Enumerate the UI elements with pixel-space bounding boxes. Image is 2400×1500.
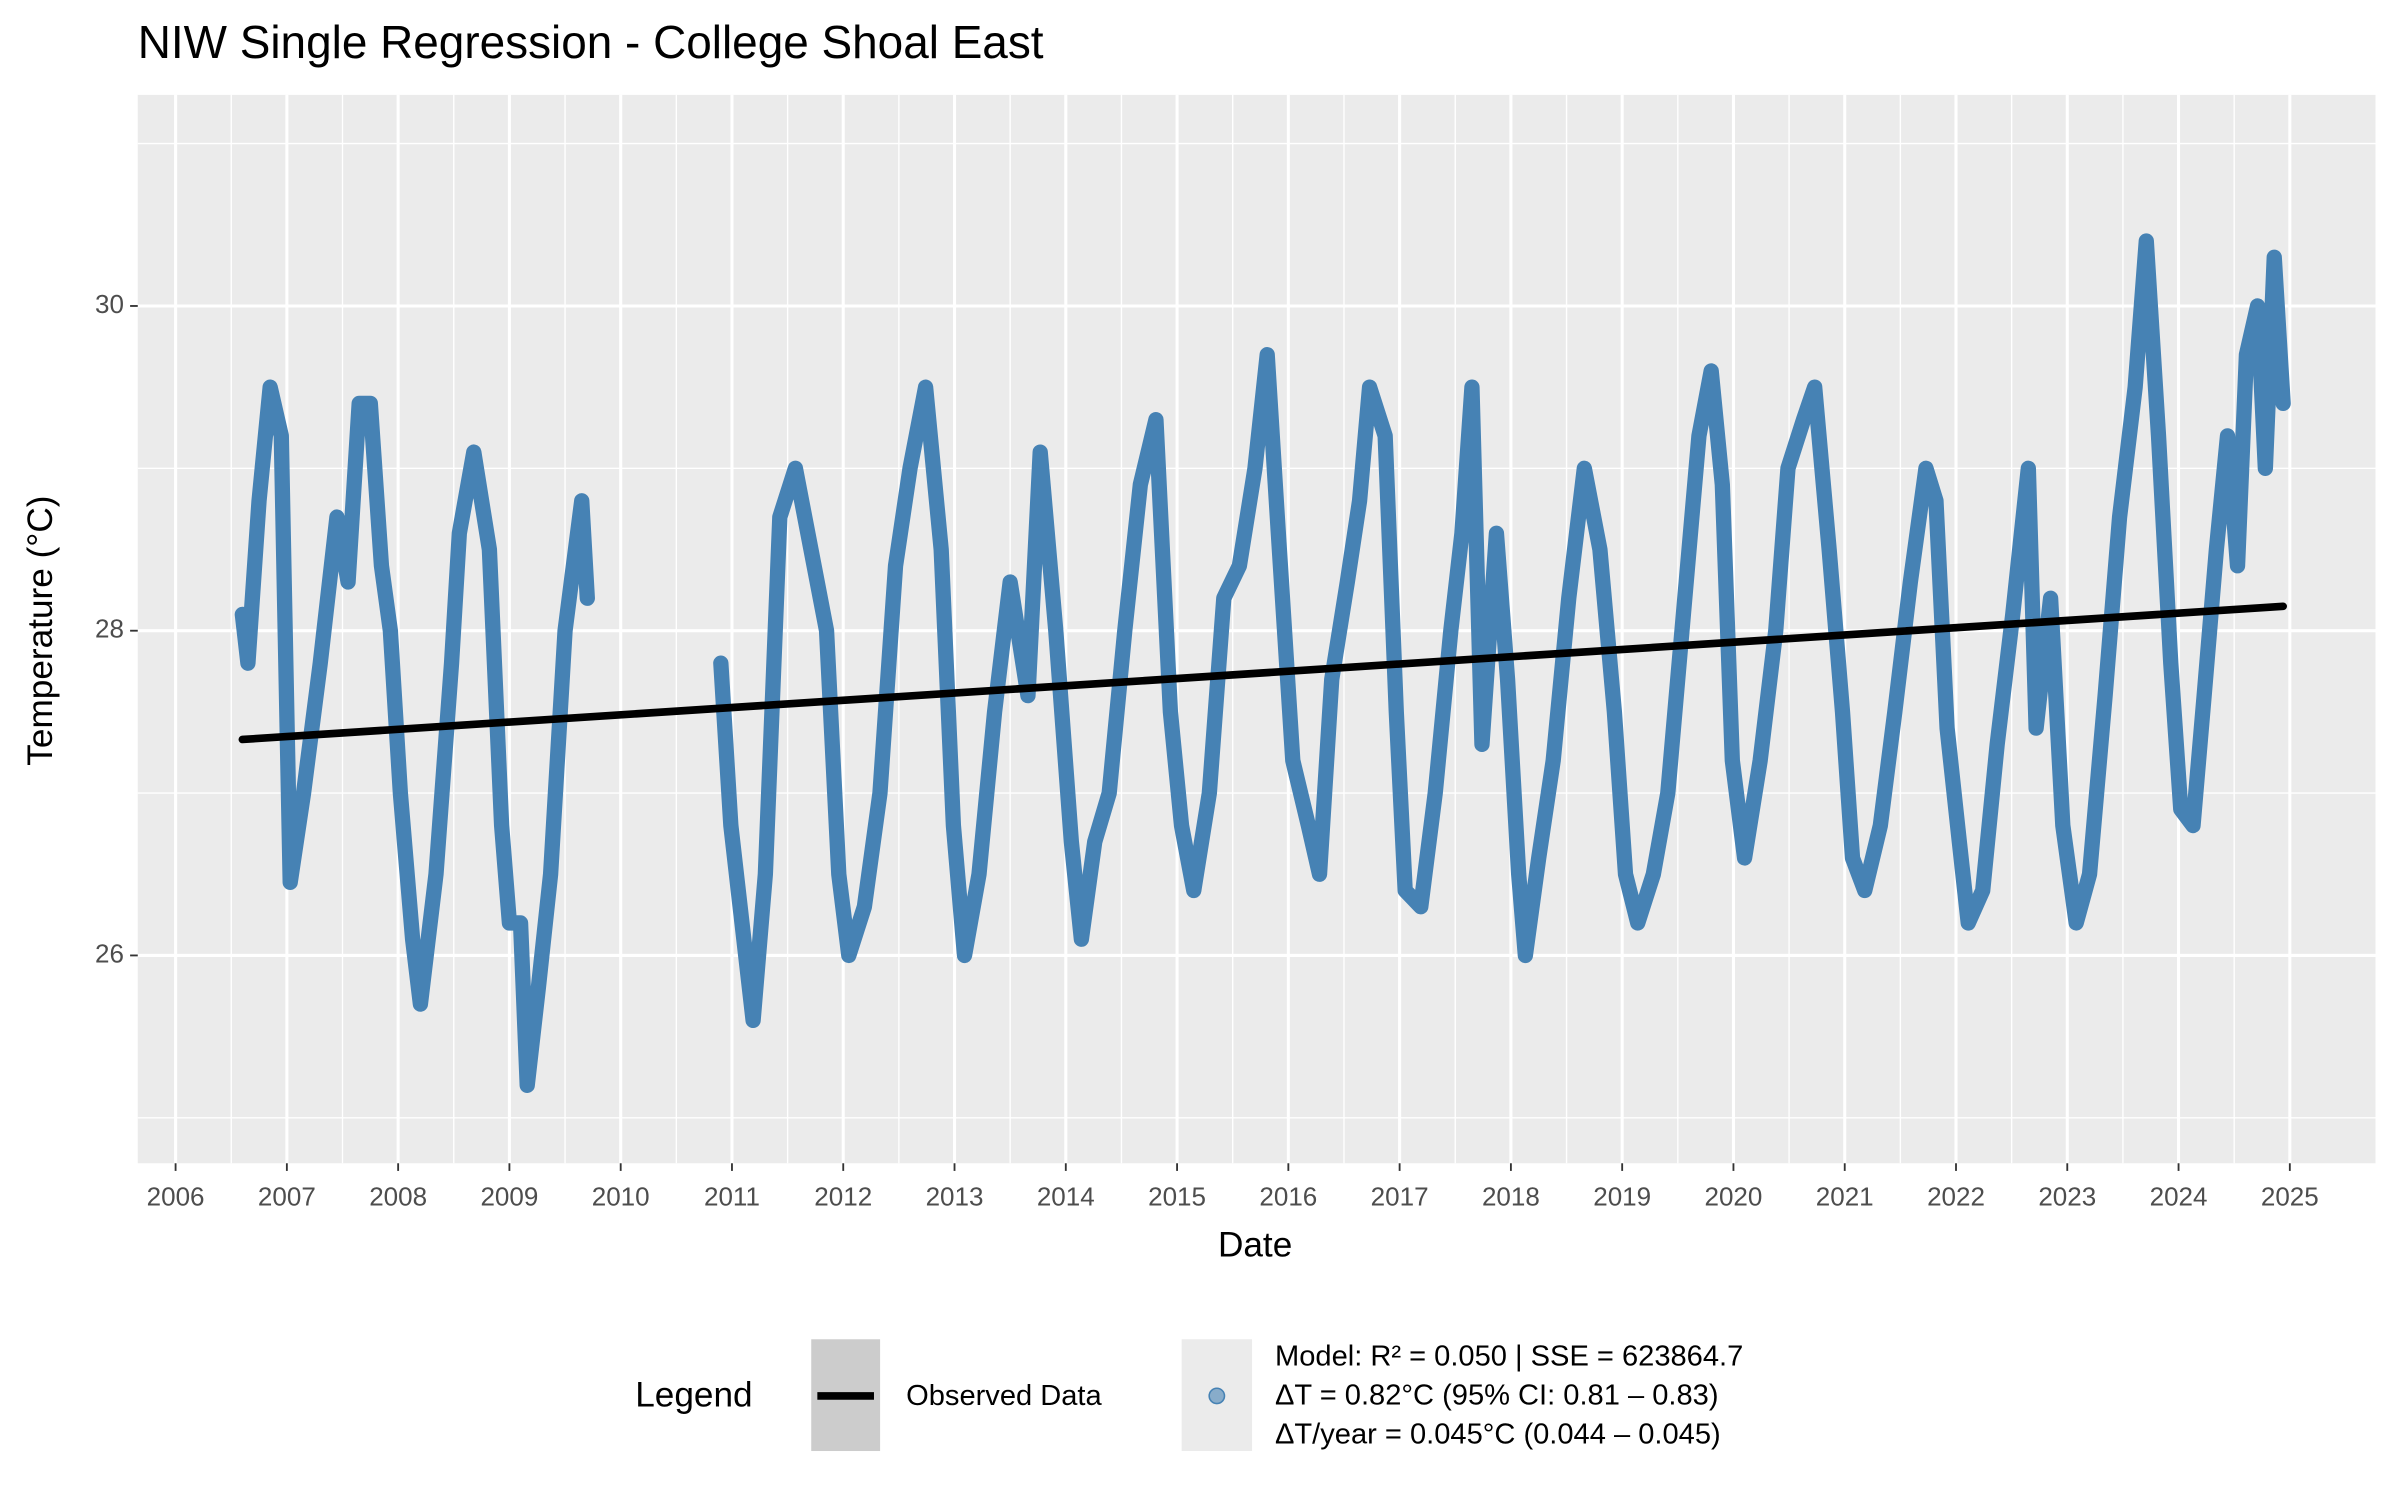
- x-tick-label: 2017: [1371, 1181, 1429, 1211]
- legend-title: Legend: [635, 1376, 752, 1415]
- legend-label: Observed Data: [906, 1380, 1102, 1412]
- x-tick-label: 2016: [1259, 1181, 1317, 1211]
- x-tick-label: 2008: [369, 1181, 427, 1211]
- x-tick-label: 2020: [1705, 1181, 1763, 1211]
- x-tick-label: 2019: [1593, 1181, 1651, 1211]
- legend-label: Model: R² = 0.050 | SSE = 623864.7: [1275, 1340, 1743, 1372]
- x-tick-label: 2006: [147, 1181, 205, 1211]
- x-tick-label: 2010: [592, 1181, 650, 1211]
- x-tick-label: 2018: [1482, 1181, 1540, 1211]
- trend-line: [238, 602, 2287, 744]
- legend-label: ΔT/year = 0.045°C (0.044 – 0.045): [1275, 1418, 1721, 1450]
- legend-swatch: [1208, 1387, 1226, 1405]
- x-tick-label: 2022: [1927, 1181, 1985, 1211]
- x-tick-label: 2013: [926, 1181, 984, 1211]
- chart-title: NIW Single Regression - College Shoal Ea…: [138, 16, 1044, 68]
- x-axis-title: Date: [1218, 1226, 1292, 1265]
- y-tick-label: 30: [95, 289, 124, 319]
- x-tick-label: 2007: [258, 1181, 316, 1211]
- x-tick-label: 2014: [1037, 1181, 1095, 1211]
- x-tick-label: 2021: [1816, 1181, 1874, 1211]
- series-line: [234, 233, 2291, 1093]
- y-axis-title: Temperature (°C): [21, 495, 60, 765]
- legend-label: ΔT = 0.82°C (95% CI: 0.81 – 0.83): [1275, 1379, 1719, 1411]
- y-tick-label: 28: [95, 614, 124, 644]
- y-tick-label: 26: [95, 938, 124, 968]
- x-tick-label: 2011: [704, 1181, 760, 1211]
- x-tick-label: 2012: [814, 1181, 872, 1211]
- x-tick-label: 2023: [2038, 1181, 2096, 1211]
- x-tick-label: 2024: [2150, 1181, 2208, 1211]
- x-tick-label: 2025: [2261, 1181, 2319, 1211]
- x-tick-label: 2015: [1148, 1181, 1206, 1211]
- x-tick-label: 2009: [480, 1181, 538, 1211]
